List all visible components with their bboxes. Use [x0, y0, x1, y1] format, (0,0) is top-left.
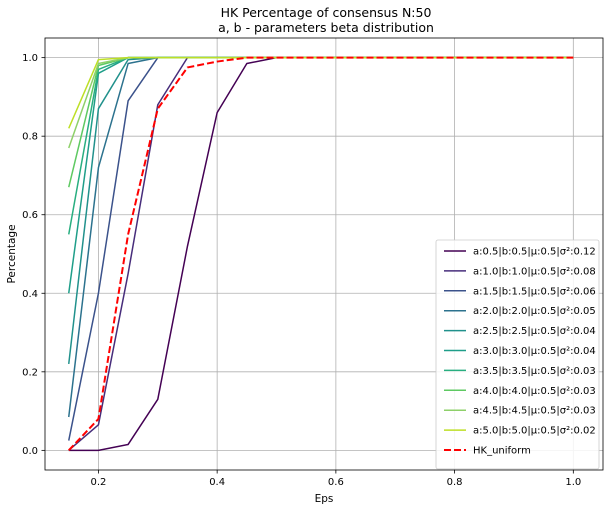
legend-label-0: a:0.5|b:0.5|μ:0.5|σ²:0.12 [473, 247, 596, 258]
chart-title: HK Percentage of consensus N:50 [221, 5, 432, 20]
series-line-10 [68, 56, 574, 452]
legend-label-5: a:3.0|b:3.0|μ:0.5|σ²:0.04 [473, 346, 596, 357]
legend: a:0.5|b:0.5|μ:0.5|σ²:0.12 a:1.0|b:1.0|μ:0… [435, 239, 600, 470]
legend-label-9: a:5.0|b:5.0|μ:0.5|σ²:0.02 [473, 426, 596, 437]
legend-label-2: a:1.5|b:1.5|μ:0.5|σ²:0.06 [473, 286, 596, 297]
series-group [67, 56, 574, 452]
legend-label-4: a:2.5|b:2.5|μ:0.5|σ²:0.04 [473, 326, 596, 337]
y-tick-label: 1.0 [22, 53, 38, 64]
y-ticks: 0.0 0.2 0.4 0.6 0.8 1.0 [22, 53, 45, 457]
y-tick-label: 0.6 [22, 210, 38, 221]
x-tick-label: 1.0 [565, 477, 581, 488]
legend-label-8: a:4.5|b:4.5|μ:0.5|σ²:0.03 [473, 406, 596, 417]
chart-subtitle: a, b - parameters beta distribution [218, 20, 434, 35]
legend-box [435, 239, 600, 470]
legend-label-10: HK_uniform [473, 446, 531, 457]
legend-label-1: a:1.0|b:1.0|μ:0.5|σ²:0.08 [473, 266, 596, 277]
y-tick-label: 0.8 [22, 132, 38, 143]
legend-label-3: a:2.0|b:2.0|μ:0.5|σ²:0.05 [473, 306, 596, 317]
x-ticks: 0.2 0.4 0.6 0.8 1.0 [90, 470, 581, 488]
y-axis-label: Percentage [6, 224, 18, 283]
legend-label-7: a:4.0|b:4.0|μ:0.5|σ²:0.03 [473, 386, 596, 397]
y-tick-label: 0.2 [22, 367, 38, 378]
x-tick-label: 0.6 [328, 477, 344, 488]
legend-label-6: a:3.5|b:3.5|μ:0.5|σ²:0.03 [473, 366, 596, 377]
y-tick-label: 0.0 [22, 446, 38, 457]
plot-frame [44, 37, 604, 471]
x-tick-label: 0.4 [209, 477, 225, 488]
x-tick-label: 0.2 [90, 477, 106, 488]
x-axis-label: Eps [315, 493, 334, 505]
x-tick-label: 0.8 [447, 477, 463, 488]
y-tick-label: 0.4 [22, 289, 38, 300]
